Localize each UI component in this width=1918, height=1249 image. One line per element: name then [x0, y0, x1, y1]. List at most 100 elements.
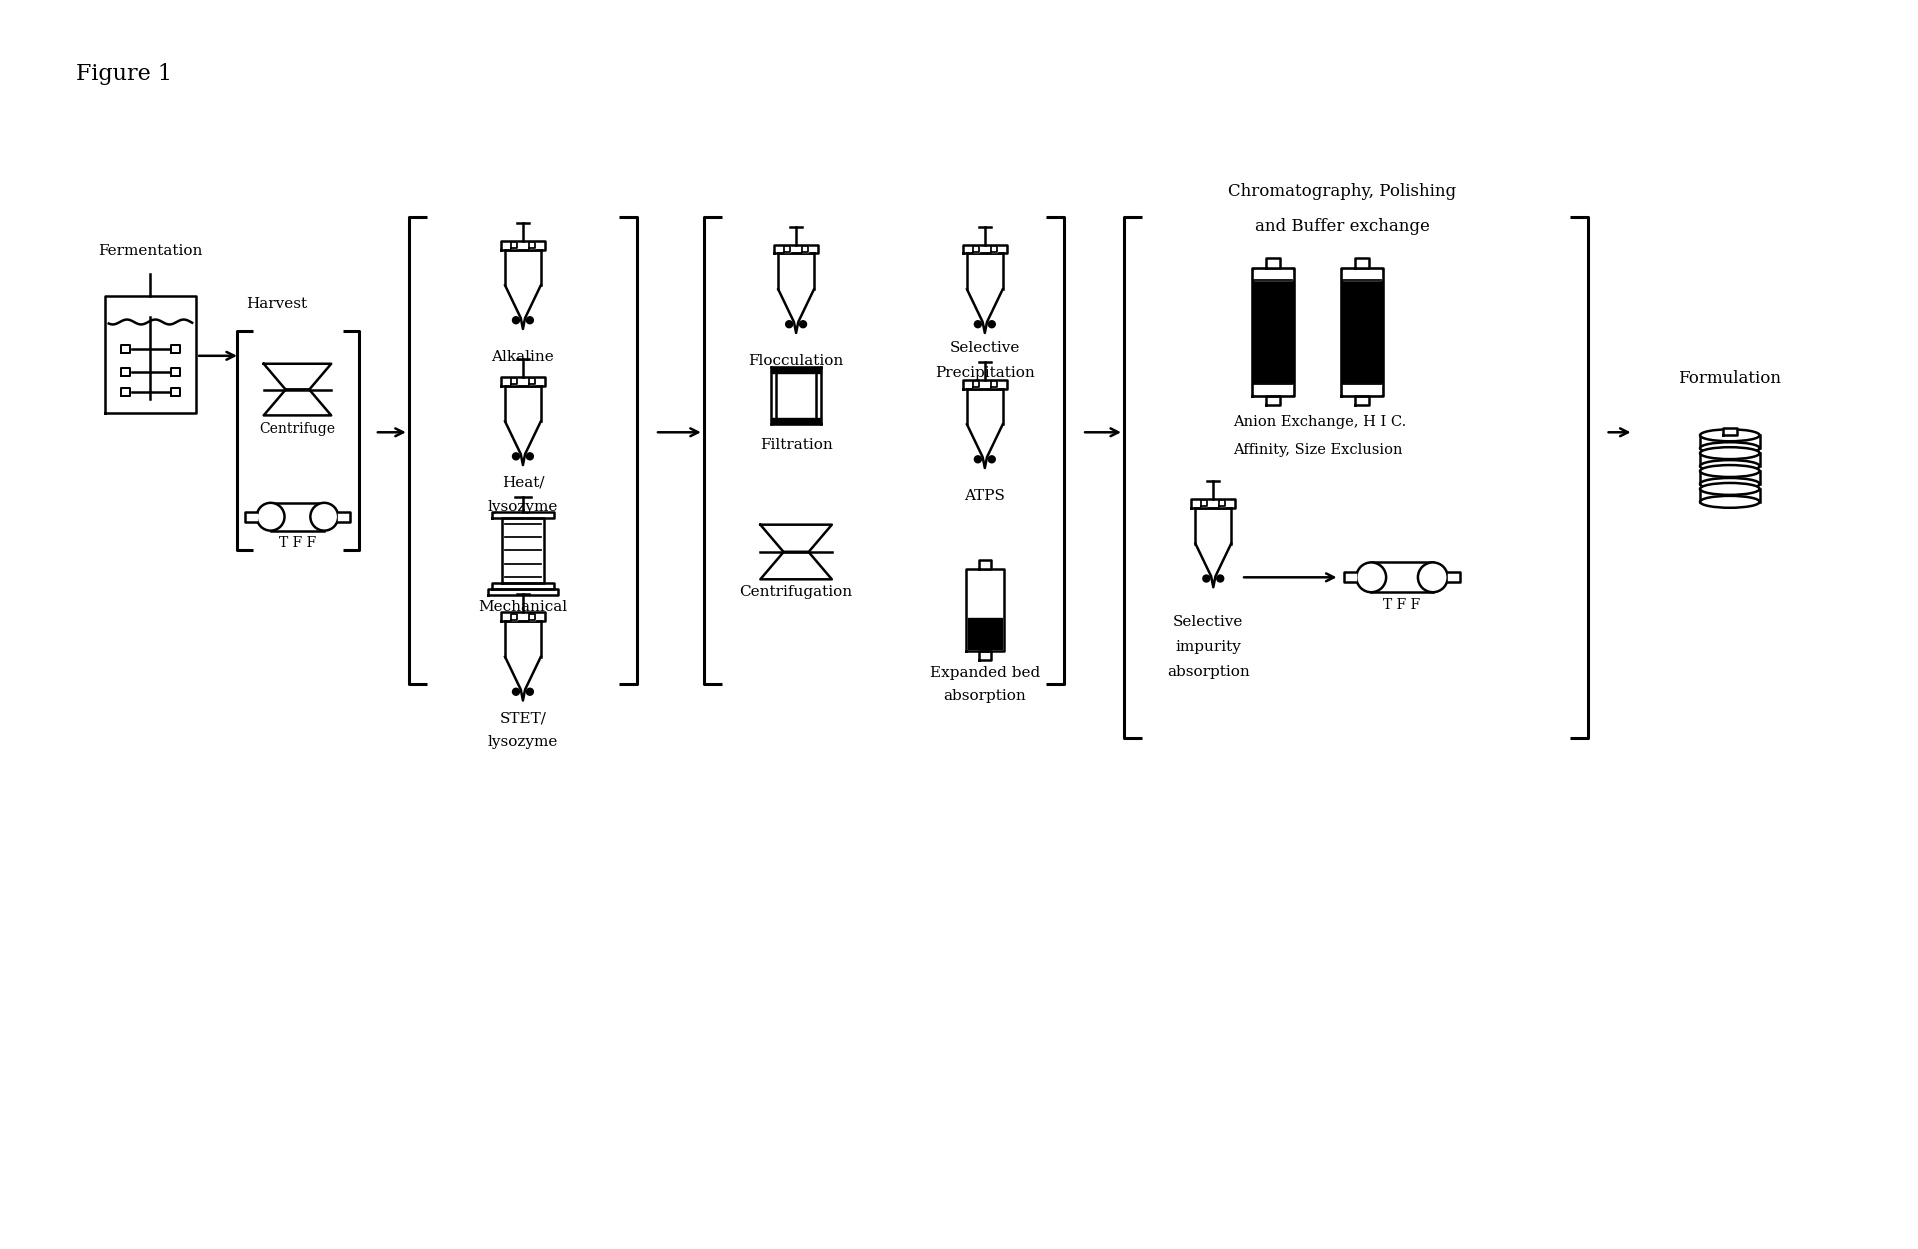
Text: Figure 1: Figure 1: [77, 62, 173, 85]
Polygon shape: [105, 296, 196, 413]
Circle shape: [512, 688, 520, 696]
Polygon shape: [967, 425, 1003, 457]
Polygon shape: [1356, 259, 1369, 269]
Text: STET/: STET/: [499, 712, 547, 726]
Ellipse shape: [257, 503, 284, 531]
Circle shape: [1216, 575, 1224, 582]
Circle shape: [988, 456, 995, 463]
Text: Expanded bed: Expanded bed: [930, 666, 1040, 679]
Ellipse shape: [1699, 430, 1759, 441]
Ellipse shape: [1699, 447, 1759, 460]
Ellipse shape: [1417, 562, 1448, 592]
Text: Centrifugation: Centrifugation: [740, 586, 854, 600]
Text: Filtration: Filtration: [760, 438, 832, 452]
Polygon shape: [510, 613, 518, 620]
Text: Chromatography, Polishing: Chromatography, Polishing: [1228, 184, 1456, 200]
Polygon shape: [501, 377, 545, 386]
Polygon shape: [978, 561, 992, 570]
Polygon shape: [760, 525, 832, 552]
Text: lysozyme: lysozyme: [487, 500, 558, 513]
Polygon shape: [503, 518, 545, 583]
Polygon shape: [338, 512, 351, 522]
Polygon shape: [972, 246, 978, 252]
Polygon shape: [1722, 428, 1738, 435]
Polygon shape: [963, 380, 1007, 388]
Polygon shape: [992, 246, 997, 252]
Polygon shape: [1699, 435, 1759, 448]
Polygon shape: [504, 386, 541, 421]
Text: Flocculation: Flocculation: [748, 353, 844, 367]
Polygon shape: [1343, 270, 1381, 280]
Polygon shape: [171, 368, 180, 376]
Polygon shape: [760, 552, 832, 580]
Polygon shape: [1254, 270, 1291, 280]
Circle shape: [1203, 575, 1210, 582]
Polygon shape: [246, 512, 257, 522]
Polygon shape: [802, 246, 807, 252]
Ellipse shape: [311, 503, 338, 531]
Polygon shape: [501, 241, 545, 250]
Circle shape: [526, 317, 533, 323]
Ellipse shape: [1699, 478, 1759, 490]
Polygon shape: [1254, 383, 1291, 393]
Polygon shape: [978, 651, 992, 659]
Polygon shape: [784, 246, 790, 252]
Polygon shape: [1343, 383, 1381, 393]
Polygon shape: [529, 242, 535, 249]
Polygon shape: [1371, 562, 1433, 592]
Polygon shape: [263, 363, 332, 390]
Text: Anion Exchange, H I C.: Anion Exchange, H I C.: [1233, 416, 1406, 430]
Ellipse shape: [1699, 483, 1759, 495]
Text: T F F: T F F: [1383, 598, 1421, 612]
Polygon shape: [1448, 572, 1460, 582]
Text: Affinity, Size Exclusion: Affinity, Size Exclusion: [1233, 443, 1402, 457]
Polygon shape: [510, 378, 518, 385]
Polygon shape: [501, 612, 545, 621]
Text: Selective: Selective: [949, 341, 1020, 355]
Text: impurity: impurity: [1176, 639, 1241, 653]
Text: and Buffer exchange: and Buffer exchange: [1254, 219, 1429, 235]
Polygon shape: [121, 345, 130, 353]
Text: absorption: absorption: [944, 688, 1026, 702]
Polygon shape: [263, 390, 332, 416]
Ellipse shape: [1699, 460, 1759, 472]
Polygon shape: [121, 368, 130, 376]
Polygon shape: [510, 242, 518, 249]
Polygon shape: [1195, 543, 1231, 576]
Text: Mechanical: Mechanical: [478, 600, 568, 615]
Circle shape: [974, 321, 982, 327]
Polygon shape: [963, 245, 1007, 254]
Polygon shape: [171, 345, 180, 353]
Polygon shape: [529, 613, 535, 620]
Circle shape: [974, 456, 982, 463]
Text: lysozyme: lysozyme: [487, 736, 558, 749]
Text: Fermentation: Fermentation: [98, 245, 203, 259]
Text: absorption: absorption: [1166, 664, 1251, 678]
Text: T F F: T F F: [278, 536, 316, 550]
Polygon shape: [1191, 498, 1235, 508]
Polygon shape: [969, 618, 1001, 648]
Circle shape: [988, 321, 995, 327]
Polygon shape: [493, 512, 554, 518]
Polygon shape: [967, 570, 1003, 651]
Polygon shape: [775, 245, 817, 254]
Polygon shape: [1699, 453, 1759, 466]
Polygon shape: [1220, 501, 1226, 506]
Polygon shape: [1266, 396, 1279, 406]
Polygon shape: [504, 250, 541, 285]
Circle shape: [512, 453, 520, 460]
Polygon shape: [504, 421, 541, 455]
Polygon shape: [504, 621, 541, 657]
Text: Precipitation: Precipitation: [934, 366, 1034, 380]
Ellipse shape: [1699, 496, 1759, 508]
Polygon shape: [1699, 471, 1759, 483]
Circle shape: [786, 321, 792, 327]
Text: Selective: Selective: [1174, 615, 1243, 629]
Polygon shape: [493, 583, 554, 590]
Polygon shape: [1341, 269, 1383, 396]
Circle shape: [526, 688, 533, 696]
Text: Alkaline: Alkaline: [491, 350, 554, 363]
Ellipse shape: [1699, 465, 1759, 477]
Ellipse shape: [1356, 562, 1387, 592]
Polygon shape: [972, 381, 978, 387]
